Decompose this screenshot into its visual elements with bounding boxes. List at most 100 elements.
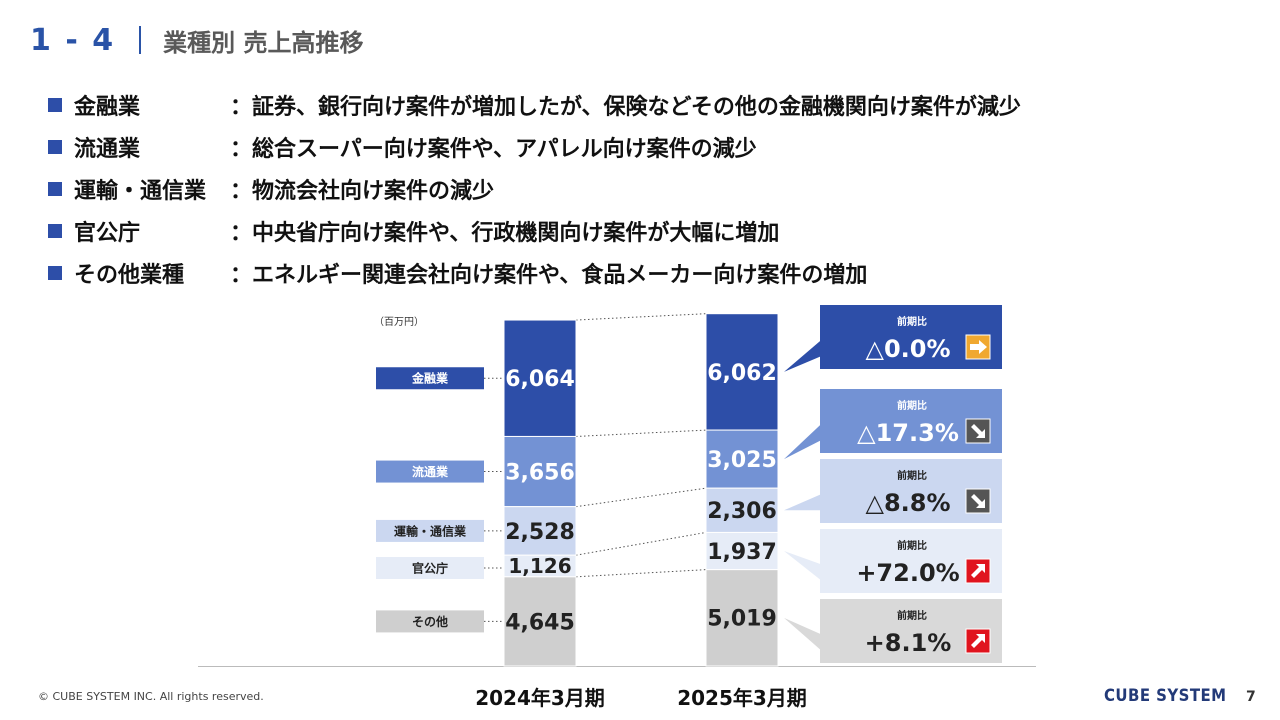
up-right-arrow-icon (965, 628, 991, 654)
callout-box (820, 389, 1002, 453)
callout-caption: 前期比 (897, 399, 927, 412)
callout-box (820, 529, 1002, 593)
trend-arrow-glyph (971, 564, 985, 578)
series-connector-line (575, 487, 707, 508)
bullet-colon: ： (230, 221, 253, 246)
square-bullet-icon (48, 98, 62, 112)
bar-segment (705, 569, 779, 667)
callout-box (820, 305, 1002, 369)
legend-label-box (376, 519, 484, 542)
title-bar: 1 - 4 業種別 売上高推移 (30, 18, 363, 62)
legend-label: 金融業 (411, 371, 449, 386)
bullet-text: 中央省庁向け案件や、行政機関向け案件が大幅に増加 (252, 221, 780, 246)
legend-label: その他 (412, 614, 448, 629)
callout-caption: 前期比 (897, 469, 927, 482)
bar-segment (705, 429, 779, 489)
bullet-text: 物流会社向け案件の減少 (252, 179, 495, 204)
page-number: 7 (1246, 689, 1256, 705)
bullet-text: 総合スーパー向け案件や、アパレル向け案件の減少 (252, 137, 757, 162)
callout-change-value: △0.0% (865, 335, 950, 363)
bar-segment (705, 313, 779, 431)
callout-pointer (784, 617, 821, 651)
bar-value-label: 1,126 (508, 554, 571, 578)
bar-value-label: 5,019 (707, 607, 777, 632)
series-connector-line (575, 313, 707, 321)
bullet-item: 流通業 ： 総合スーパー向け案件や、アパレル向け案件の減少 (48, 126, 1021, 168)
bar-value-label: 6,062 (707, 361, 777, 386)
up-right-arrow-icon (965, 558, 991, 584)
callout-caption: 前期比 (897, 609, 927, 622)
callout-change-value: △17.3% (857, 419, 959, 447)
legend-label: 流通業 (412, 464, 449, 479)
bar-segment (705, 531, 779, 571)
callout-caption: 前期比 (897, 315, 927, 328)
legend-label-box (376, 367, 484, 390)
bullet-list: 金融業 ： 証券、銀行向け案件が増加したが、保険などその他の金融機関向け案件が減… (48, 84, 1021, 294)
page-title: 業種別 売上高推移 (163, 28, 364, 57)
right-arrow-icon (965, 334, 991, 360)
trend-arrow-glyph (971, 494, 985, 508)
trend-arrow-glyph (971, 634, 985, 648)
bullet-colon: ： (230, 95, 253, 120)
callout-pointer (784, 340, 821, 372)
callout-caption: 前期比 (897, 539, 927, 552)
bullet-industry: その他業種 (74, 263, 185, 288)
bullet-item: 運輸・通信業 ： 物流会社向け案件の減少 (48, 168, 1021, 210)
bar-value-label: 3,656 (505, 460, 575, 485)
bar-segment (503, 506, 577, 556)
bar-value-label: 1,937 (707, 540, 777, 565)
callout-pointer (784, 424, 821, 460)
trend-arrow-glyph (970, 340, 987, 354)
callout-change-value: +72.0% (856, 559, 959, 587)
bullet-item: 金融業 ： 証券、銀行向け案件が増加したが、保険などその他の金融機関向け案件が減… (48, 84, 1021, 126)
bullet-text: エネルギー関連会社向け案件や、食品メーカー向け案件の増加 (252, 263, 868, 288)
down-right-arrow-icon (965, 418, 991, 444)
callout-pointer (784, 551, 821, 581)
bullet-text: 証券、銀行向け案件が増加したが、保険などその他の金融機関向け案件が減少 (252, 95, 1021, 120)
square-bullet-icon (48, 140, 62, 154)
bullet-industry: 流通業 (74, 137, 141, 162)
bar-value-label: 3,025 (707, 448, 777, 473)
title-divider (139, 26, 142, 54)
square-bullet-icon (48, 266, 62, 280)
bar-value-label: 6,064 (505, 367, 575, 392)
callout-change-value: △8.8% (865, 489, 950, 517)
bullet-industry: 金融業 (74, 95, 141, 120)
square-bullet-icon (48, 224, 62, 238)
category-label: 2025年3月期 (677, 686, 807, 710)
bar-segment (705, 487, 779, 533)
bullet-industry: 官公庁 (74, 221, 141, 246)
series-connector-line (575, 429, 707, 437)
legend-label-box (376, 557, 484, 580)
series-connector-line (575, 569, 707, 578)
bullet-colon: ： (230, 137, 253, 162)
company-logo: CUBE SYSTEM (1104, 686, 1227, 706)
bar-segment (503, 576, 577, 667)
series-connector-line (575, 531, 707, 556)
bullet-industry: 運輸・通信業 (74, 179, 207, 204)
square-bullet-icon (48, 182, 62, 196)
legend-label-box (376, 610, 484, 633)
bullet-item: その他業種 ： エネルギー関連会社向け案件や、食品メーカー向け案件の増加 (48, 252, 1021, 294)
legend-label-box (376, 460, 484, 483)
bar-value-label: 4,645 (505, 610, 575, 635)
trend-arrow-glyph (971, 424, 985, 438)
bar-segment (503, 319, 577, 437)
section-number: 1 - 4 (30, 22, 116, 58)
bullet-colon: ： (230, 263, 253, 288)
callout-box (820, 599, 1002, 663)
copyright-text: © CUBE SYSTEM INC. All rights reserved. (38, 690, 264, 703)
category-label: 2024年3月期 (475, 686, 605, 710)
legend-label: 官公庁 (412, 561, 448, 576)
callout-change-value: +8.1% (865, 629, 952, 657)
legend-label: 運輸・通信業 (394, 523, 467, 538)
bullet-colon: ： (230, 179, 253, 204)
down-right-arrow-icon (965, 488, 991, 514)
callout-pointer (784, 494, 821, 511)
unit-label: （百万円） (374, 316, 424, 328)
bar-value-label: 2,306 (707, 499, 777, 524)
bar-segment (503, 435, 577, 508)
bar-value-label: 2,528 (505, 520, 575, 545)
callout-box (820, 459, 1002, 523)
bullet-item: 官公庁 ： 中央省庁向け案件や、行政機関向け案件が大幅に増加 (48, 210, 1021, 252)
